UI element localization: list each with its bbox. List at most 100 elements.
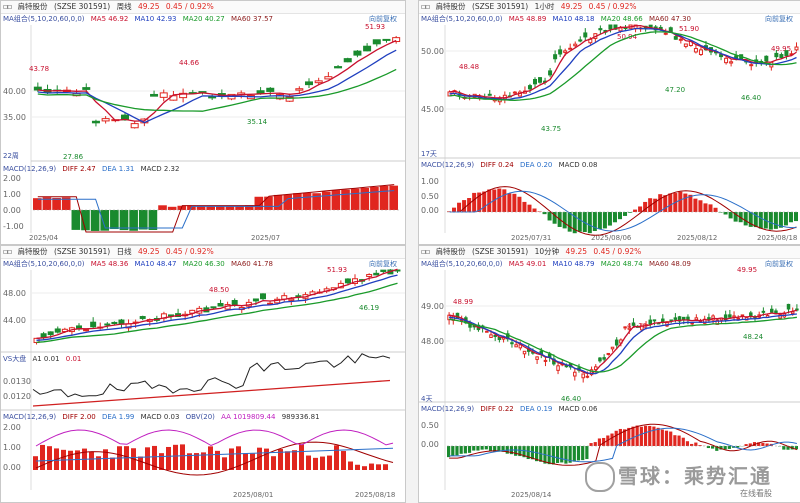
- chart-svg-hourly: 50.00 45.00 1.00 0.50 0.00 48.48 50.94 5…: [419, 1, 800, 244]
- candle-body: [486, 331, 489, 332]
- macd-bar: [138, 456, 143, 470]
- chart-panel-hourly[interactable]: ▫▫ 肩特股份 (SZSE 301591) 1小时 49.25 0.45 / 0…: [418, 0, 800, 245]
- y-tick: 44.00: [3, 316, 26, 325]
- macd-bar: [677, 436, 680, 446]
- macd-bar: [159, 453, 164, 470]
- candle-body: [364, 46, 371, 51]
- candle-body: [683, 317, 686, 319]
- candle-body: [523, 351, 526, 353]
- macd-bar: [274, 195, 283, 210]
- macd-bar: [47, 446, 52, 470]
- candle-body: [306, 82, 313, 85]
- macd-bar: [638, 206, 642, 212]
- svg-text:48.99: 48.99: [453, 298, 473, 306]
- candle-body: [729, 315, 732, 317]
- y-tick: -1.00: [3, 222, 24, 231]
- candle-body: [140, 317, 145, 319]
- macd-bar: [334, 445, 339, 470]
- macd-bar: [703, 203, 707, 212]
- macd-bar: [556, 446, 559, 463]
- macd-bar: [618, 212, 622, 219]
- candle-body: [83, 88, 90, 90]
- watermark-sub: 在线看股: [740, 488, 772, 499]
- macd-bar: [476, 446, 479, 451]
- candle-body: [41, 334, 46, 338]
- svg-text:51.90: 51.90: [679, 25, 699, 33]
- macd-bar: [644, 426, 647, 446]
- candle-body: [160, 93, 167, 97]
- candle-body: [151, 94, 158, 96]
- candle-body: [367, 275, 372, 277]
- ma5-line: [37, 269, 398, 338]
- candle-body: [257, 91, 264, 94]
- y-tick: 49.00: [421, 302, 444, 311]
- macd-bar: [502, 189, 506, 212]
- y-tick: 0.50: [421, 192, 439, 201]
- macd-bar: [264, 449, 269, 470]
- macd-bar: [507, 193, 511, 212]
- candle-body: [253, 299, 258, 301]
- macd-bar: [110, 210, 119, 229]
- candle-body: [515, 345, 518, 347]
- macd-bar: [694, 443, 697, 446]
- candle-body: [91, 322, 96, 327]
- candle-body: [565, 366, 568, 367]
- macd-bar: [678, 192, 682, 212]
- candle-body: [762, 311, 765, 312]
- candle-body: [34, 87, 41, 90]
- candle-body: [694, 49, 697, 52]
- xueqiu-logo: [585, 462, 615, 492]
- candle-body: [513, 92, 516, 93]
- candle-body: [261, 294, 266, 299]
- candle-body: [574, 372, 577, 376]
- y-tick: 0.00: [421, 440, 439, 449]
- candle-body: [730, 62, 733, 63]
- macd-bar: [532, 209, 536, 212]
- macd-bar: [585, 446, 588, 459]
- macd-bar: [633, 210, 637, 212]
- candle-body: [775, 53, 778, 56]
- macd-bar: [341, 451, 346, 470]
- candle-body: [684, 44, 687, 46]
- candle-body: [383, 39, 390, 40]
- y-tick: 0.00: [3, 463, 21, 472]
- macd-bar: [369, 464, 374, 470]
- candle-body: [498, 337, 501, 339]
- macd-bar: [299, 445, 304, 470]
- svg-text:43.75: 43.75: [541, 125, 561, 133]
- candle-body: [725, 58, 728, 62]
- macd-bar: [682, 438, 685, 446]
- candle-body: [112, 322, 117, 323]
- candle-body: [780, 55, 783, 58]
- y-tick: 2.00: [3, 174, 21, 183]
- macd-bar: [782, 446, 785, 450]
- candle-body: [579, 40, 582, 41]
- macd-bar: [462, 200, 466, 212]
- candle-body: [586, 376, 589, 377]
- candle-body: [345, 279, 350, 283]
- candle-body: [490, 335, 493, 338]
- macd-bar: [149, 210, 158, 230]
- macd-bar: [243, 453, 248, 470]
- macd-bar: [89, 452, 94, 470]
- chart-panel-daily[interactable]: ▫▫ 肩特股份 (SZSE 301591) 日线 49.25 0.45 / 0.…: [0, 245, 406, 503]
- macd-bar: [615, 431, 618, 446]
- svg-text:47.20: 47.20: [665, 86, 685, 94]
- candle-body: [296, 89, 303, 90]
- macd-bar: [380, 186, 389, 210]
- candle-body: [574, 44, 577, 46]
- macd-bar: [631, 427, 634, 446]
- candle-body: [511, 343, 514, 344]
- candle-body: [354, 51, 361, 55]
- candle-body: [569, 48, 572, 49]
- obv-line: [36, 430, 393, 446]
- macd-bar: [594, 442, 597, 446]
- chart-panel-weekly[interactable]: ▫▫ 肩特股份 (SZSE 301591) 周线 49.25 0.45 / 0.…: [0, 0, 406, 245]
- y-tick: 0.0130: [3, 377, 31, 386]
- y-tick: 48.00: [3, 289, 26, 298]
- macd-bar: [608, 212, 612, 226]
- macd-bar: [761, 443, 764, 446]
- candle-body: [131, 124, 138, 128]
- macd-bar: [514, 446, 517, 456]
- candle-body: [699, 50, 702, 55]
